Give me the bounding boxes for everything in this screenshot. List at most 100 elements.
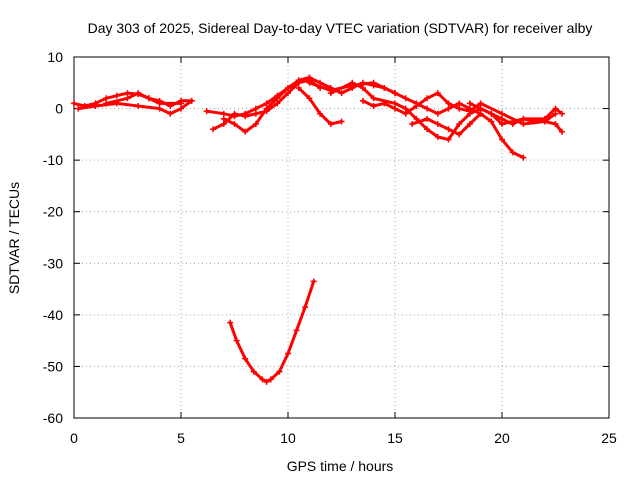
- x-tick-label: 25: [601, 430, 617, 446]
- y-tick-label: -50: [43, 358, 63, 374]
- data-point: [203, 108, 210, 115]
- data-point: [145, 95, 152, 102]
- data-point: [558, 128, 565, 135]
- data-point: [231, 121, 238, 128]
- data-point: [263, 378, 270, 385]
- data-point: [381, 84, 388, 91]
- data-point: [413, 102, 420, 109]
- data-point: [306, 74, 313, 81]
- data-point: [263, 100, 270, 107]
- series-s8: [306, 79, 527, 161]
- data-point: [488, 118, 495, 125]
- data-point: [477, 100, 484, 107]
- data-point: [274, 100, 281, 107]
- data-point: [392, 90, 398, 97]
- data-point: [338, 90, 345, 97]
- y-tick-label: 0: [55, 101, 63, 117]
- data-point: [541, 115, 548, 122]
- data-point: [242, 113, 249, 120]
- data-point: [488, 110, 495, 117]
- series-line: [76, 99, 194, 116]
- y-tick-label: -60: [43, 410, 63, 426]
- x-axis-label: GPS time / hours: [287, 458, 394, 474]
- data-point: [466, 108, 473, 115]
- data-point: [466, 100, 473, 107]
- data-point: [413, 115, 420, 122]
- y-tick-labels: 10 0 -10 -20 -30 -40 -50 -60: [43, 49, 63, 426]
- data-point: [92, 102, 99, 109]
- data-point: [285, 90, 291, 97]
- data-point: [295, 77, 302, 84]
- data-point: [338, 118, 345, 125]
- data-point: [310, 278, 317, 285]
- y-tick-label: -40: [43, 307, 63, 323]
- x-tick-label: 0: [70, 430, 78, 446]
- series-s6: [220, 74, 313, 135]
- data-point: [381, 100, 388, 107]
- data-point: [402, 110, 409, 117]
- data-point: [124, 95, 131, 102]
- data-point: [317, 79, 324, 86]
- y-tick-label: -30: [43, 255, 63, 271]
- y-axis-label: SDTVAR / TECUs: [6, 182, 22, 294]
- data-point: [509, 149, 516, 156]
- data-point: [263, 105, 270, 112]
- data-point: [392, 100, 398, 107]
- data-point: [242, 128, 249, 135]
- data-point: [520, 154, 527, 161]
- data-point: [445, 136, 452, 143]
- series-s10: [359, 90, 559, 128]
- data-point: [75, 105, 82, 112]
- data-point: [113, 92, 120, 99]
- data-point: [135, 102, 142, 109]
- series-line: [104, 91, 183, 105]
- data-point: [306, 95, 313, 102]
- axis-ticks: [73, 56, 610, 419]
- data-point: [402, 105, 409, 112]
- data-point: [499, 121, 505, 128]
- data-point: [552, 110, 559, 117]
- x-tick-label: 5: [177, 430, 185, 446]
- series-group: [71, 74, 565, 385]
- data-point: [558, 110, 565, 117]
- data-point: [220, 110, 227, 117]
- data-point: [302, 304, 309, 311]
- data-point: [274, 95, 281, 102]
- data-point: [327, 90, 334, 97]
- series-line: [228, 279, 316, 384]
- data-point: [233, 337, 240, 344]
- series-line: [297, 86, 343, 126]
- data-point: [306, 79, 313, 86]
- series-s3: [103, 90, 184, 107]
- data-point: [167, 110, 174, 117]
- data-point: [477, 105, 484, 112]
- y-tick-label: -10: [43, 152, 63, 168]
- data-point: [370, 95, 377, 102]
- data-point: [434, 133, 441, 140]
- data-point: [285, 84, 291, 91]
- data-point: [259, 376, 266, 383]
- data-point: [456, 105, 463, 112]
- chart-title: Day 303 of 2025, Sidereal Day-to-day VTE…: [88, 20, 593, 36]
- data-point: [445, 100, 452, 107]
- data-point: [409, 121, 416, 128]
- data-point: [103, 95, 110, 102]
- data-point: [267, 376, 274, 383]
- data-point: [499, 115, 505, 122]
- data-point: [456, 131, 463, 138]
- series-s13: [227, 278, 317, 385]
- y-tick-label: -20: [43, 204, 63, 220]
- data-point: [231, 110, 238, 117]
- data-point: [285, 350, 291, 357]
- series-line: [361, 91, 557, 126]
- series-line: [307, 81, 525, 160]
- plot-frame: [73, 56, 610, 419]
- data-point: [434, 90, 441, 97]
- data-point: [227, 319, 234, 326]
- data-point: [135, 90, 142, 97]
- data-point: [220, 121, 227, 128]
- x-tick-label: 10: [280, 430, 296, 446]
- series-s2: [75, 97, 195, 117]
- data-point: [402, 95, 409, 102]
- data-point: [456, 121, 463, 128]
